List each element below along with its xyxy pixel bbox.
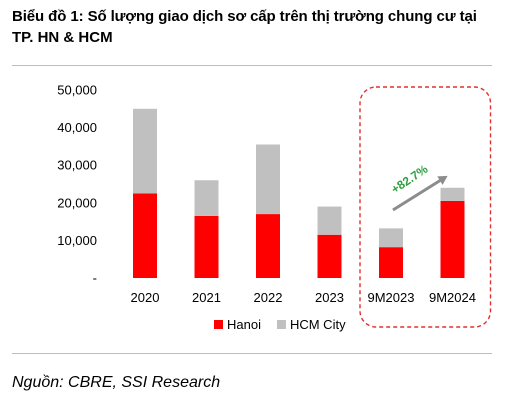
bar-segment-hcm-city <box>317 206 342 235</box>
y-tick-label: 30,000 <box>57 158 97 173</box>
legend-swatch-hanoi <box>214 320 223 329</box>
y-tick-label: 10,000 <box>57 233 97 248</box>
bar-segment-hcm-city <box>194 180 219 216</box>
bar-segment-hanoi <box>133 193 157 278</box>
y-tick-label: - <box>93 271 97 286</box>
chart-title: Biểu đồ 1: Số lượng giao dịch sơ cấp trê… <box>12 6 494 48</box>
chart-title-line-1: Biểu đồ 1: Số lượng giao dịch sơ cấp trê… <box>12 8 477 25</box>
x-tick-label: 2021 <box>192 290 221 305</box>
growth-arrow-head <box>437 175 448 185</box>
bar-segment-hcm-city <box>440 187 465 201</box>
bar-segment-hcm-city <box>379 228 403 248</box>
source-note: Nguồn: CBRE, SSI Research <box>12 374 221 391</box>
bar-segment-hcm-city <box>133 108 157 194</box>
bar-segment-hcm-city <box>256 144 280 215</box>
y-tick-label: 20,000 <box>57 195 97 210</box>
x-tick-label: 9M2023 <box>368 290 415 305</box>
y-tick-label: 40,000 <box>57 120 97 135</box>
legend-swatch-hcm-city <box>276 320 286 329</box>
growth-arrow-shaft <box>392 177 444 212</box>
x-tick-label: 2022 <box>254 290 283 305</box>
legend-label-hcm-city: HCM City <box>290 317 346 332</box>
legend-label-hanoi: Hanoi <box>227 317 261 332</box>
bar-segment-hanoi <box>194 215 219 278</box>
bar-segment-hanoi <box>256 214 280 278</box>
chart-title-line-2: TP. HN & HCM <box>12 29 113 46</box>
bar-segment-hanoi <box>440 200 465 278</box>
highlight-box <box>359 86 492 328</box>
x-tick-label: 9M2024 <box>429 290 476 305</box>
x-tick-label: 2023 <box>315 290 344 305</box>
source-divider <box>12 353 492 354</box>
y-tick-label: 50,000 <box>57 83 97 98</box>
bar-segment-hanoi <box>317 234 342 278</box>
bar-segment-hanoi <box>379 247 403 278</box>
title-divider <box>12 65 492 66</box>
x-tick-label: 2020 <box>131 290 160 305</box>
